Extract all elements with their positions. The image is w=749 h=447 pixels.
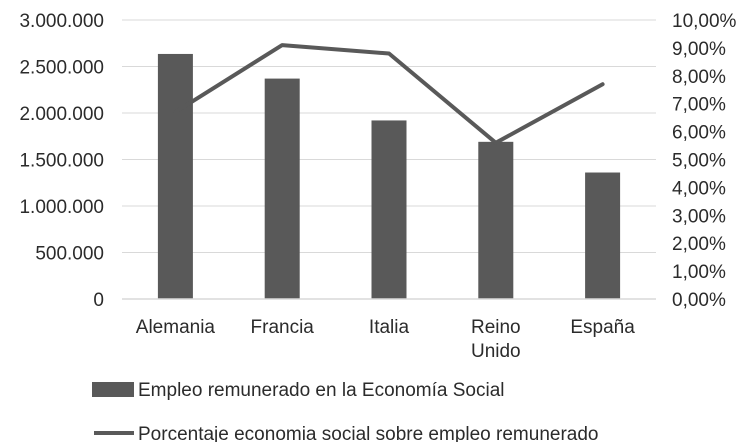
y-left-tick-label: 2.500.000 [19, 58, 104, 79]
x-tick-label: Alemania [136, 317, 216, 338]
y-right-tick-label: 4,00% [672, 178, 726, 199]
x-tick-label: España [570, 317, 635, 338]
bar [265, 79, 300, 299]
bar [372, 120, 407, 299]
x-tick-label: Francia [251, 317, 315, 338]
y-left-tick-label: 1.500.000 [19, 151, 104, 172]
legend-bar-label: Empleo remunerado en la Economía Social [138, 380, 504, 401]
y-right-tick-label: 1,00% [672, 262, 726, 283]
y-right-tick-label: 6,00% [672, 123, 726, 144]
y-left-tick-label: 1.000.000 [19, 197, 104, 218]
y-left-tick-label: 500.000 [35, 244, 104, 265]
legend-bar-swatch [92, 382, 134, 397]
legend-line-label: Porcentaje economia social sobre empleo … [138, 424, 598, 442]
bar [585, 173, 620, 299]
y-left-tick-label: 3.000.000 [19, 11, 104, 32]
bar-series [158, 54, 620, 299]
bar [158, 54, 193, 299]
bar [478, 142, 513, 299]
y-right-tick-label: 2,00% [672, 234, 726, 255]
y-right-tick-label: 7,00% [672, 95, 726, 116]
y-right-tick-label: 5,00% [672, 151, 726, 172]
y-right-tick-label: 0,00% [672, 290, 726, 311]
y-left-tick-label: 0 [93, 290, 104, 311]
x-tick-label: Italia [369, 317, 410, 338]
y-right-tick-label: 8,00% [672, 67, 726, 88]
y-right-tick-label: 3,00% [672, 206, 726, 227]
y-left-tick-label: 2.000.000 [19, 104, 104, 125]
y-right-tick-label: 10,00% [672, 11, 737, 32]
y-right-tick-label: 9,00% [672, 39, 726, 60]
legend: Empleo remunerado en la Economía Social … [92, 380, 598, 442]
